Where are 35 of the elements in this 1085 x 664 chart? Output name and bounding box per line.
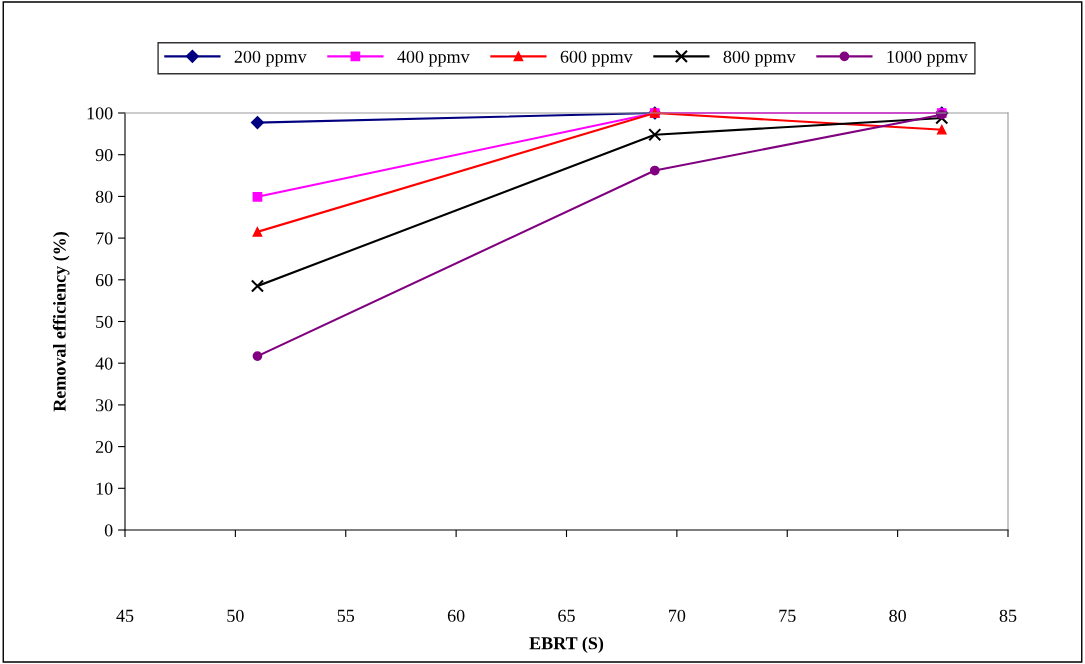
y-axis-title: Removal efficiency (%) bbox=[52, 232, 70, 412]
y-tick-label: 20 bbox=[95, 440, 113, 454]
legend-label: 800 ppmv bbox=[723, 50, 796, 67]
x-tick-label: 85 bbox=[999, 609, 1017, 622]
point bbox=[936, 124, 947, 135]
y-tick-label: 50 bbox=[96, 315, 113, 328]
x-tick-label: 55 bbox=[337, 609, 355, 622]
x-tick-label: 80 bbox=[889, 609, 906, 622]
y-tick-label: 0 bbox=[104, 524, 113, 537]
point bbox=[252, 351, 263, 361]
point bbox=[250, 279, 265, 293]
x-tick-label: 70 bbox=[669, 609, 686, 622]
y-tick-label: 40 bbox=[95, 357, 113, 370]
point bbox=[252, 226, 263, 237]
legend-label: 600 ppmv bbox=[560, 50, 633, 67]
x-axis-title: EBRT (S) bbox=[529, 636, 604, 654]
point bbox=[250, 116, 265, 130]
legend-label: 400 ppmv bbox=[397, 50, 470, 67]
x-tick-label: 65 bbox=[558, 609, 575, 622]
y-tick-label: 70 bbox=[96, 232, 113, 245]
point bbox=[648, 128, 662, 142]
y-tick-label: 30 bbox=[96, 399, 113, 412]
y-tick-label: 60 bbox=[95, 274, 113, 287]
point bbox=[649, 165, 660, 176]
legend-label: 200 ppmv bbox=[234, 50, 307, 67]
x-tick-label: 75 bbox=[779, 609, 796, 622]
y-tick-label: 100 bbox=[87, 107, 113, 120]
x-tick-label: 45 bbox=[116, 609, 134, 622]
x-tick-label: 50 bbox=[227, 609, 244, 622]
x-tick-label: 60 bbox=[447, 609, 465, 622]
y-tick-label: 10 bbox=[96, 482, 113, 495]
legend-label: 1000 ppmv bbox=[887, 50, 968, 67]
point bbox=[252, 191, 263, 202]
y-tick-label: 80 bbox=[95, 190, 113, 203]
y-tick-label: 90 bbox=[95, 148, 113, 162]
